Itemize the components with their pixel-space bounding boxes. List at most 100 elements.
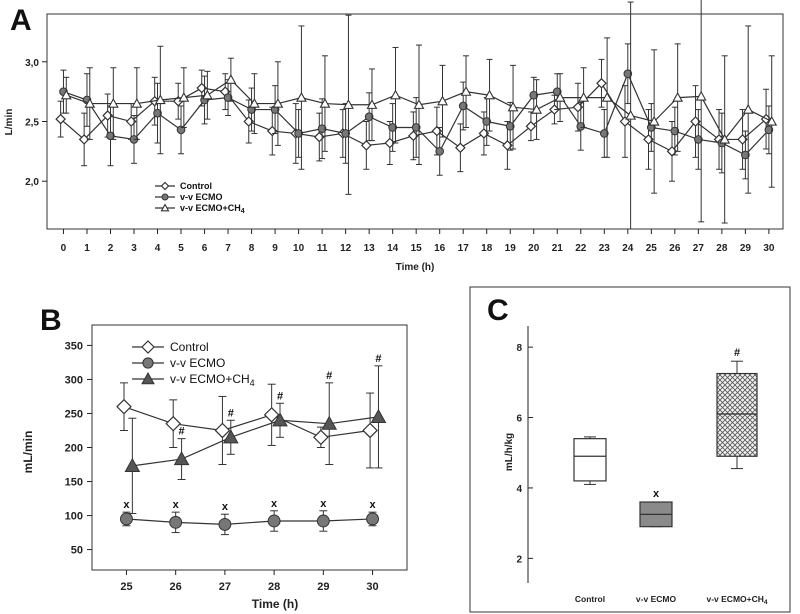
panel-a-point (84, 97, 96, 108)
panel-c-ytick-label: 2 (516, 554, 522, 565)
panel-a-xlabel: Time (h) (396, 262, 435, 273)
panel-a-xtick-label: 22 (575, 243, 587, 254)
panel-a-point (60, 89, 72, 100)
panel-a-xtick-label: 8 (249, 243, 255, 254)
panel-b-xtick-label: 25 (120, 581, 132, 593)
panel-a-point (742, 103, 754, 114)
panel-b-series-line (126, 518, 373, 526)
panel-a-series-1 (59, 43, 774, 180)
panel-a-xtick-label: 1 (84, 243, 90, 254)
panel-c-box (573, 438, 607, 482)
panel-a-point (507, 101, 519, 112)
panel-a-point (741, 150, 750, 160)
panel-b-annotation: # (326, 370, 332, 382)
panel-b-legend: Control v-v ECMO v-v ECMO+CH4 (132, 340, 255, 388)
subscript: 4 (250, 378, 255, 388)
panel-b-point (218, 517, 232, 531)
panel-a-legend-marker (160, 203, 170, 212)
panel-a-ytick-label: 3,0 (25, 58, 39, 69)
panel-b-point (214, 422, 231, 439)
panel-b-point (370, 408, 387, 423)
panel-a-ytick-label: 2,5 (25, 118, 39, 129)
panel-a-point (719, 133, 731, 144)
panel-b-ytick-label: 200 (65, 443, 83, 455)
panel-b-annotation: # (228, 407, 234, 419)
panel-a-point (578, 91, 590, 102)
panel-b-series-line (123, 406, 371, 438)
panel-a-legend-label: v-v ECMO+CH4 (180, 203, 245, 215)
panel-a-xtick-label: 27 (693, 243, 705, 254)
panel-a-point (55, 113, 66, 125)
panel-b-letter: B (40, 304, 62, 337)
panel-c-box-1: x v-v ECMO (636, 488, 677, 604)
panel-a-point (154, 94, 166, 105)
panel-a-xtick-label: 5 (178, 243, 184, 254)
panel-b-annotation: x (123, 499, 130, 511)
subscript: 4 (764, 599, 768, 606)
panel-a-point (531, 103, 543, 114)
panel-a-point (178, 91, 190, 102)
panel-c-box-0: Control (573, 436, 607, 604)
panel-b-ytick-label: 50 (71, 545, 83, 557)
panel-b-point (366, 512, 379, 526)
panel-a-xtick-label: 3 (131, 243, 137, 254)
panel-a-point (388, 123, 397, 132)
panel-b-legend-label: v-v ECMO (170, 356, 225, 370)
panel-b-series-2: # # # # # (124, 353, 387, 515)
panel-a-xtick-label: 4 (155, 243, 161, 254)
panel-b-legend-marker (142, 357, 154, 369)
panel-a-point (413, 99, 425, 109)
panel-a-xtick-label: 20 (528, 243, 540, 254)
panel-a-point (482, 117, 492, 126)
panel-a-xtick-label: 24 (622, 243, 634, 254)
panel-a-point (272, 97, 284, 108)
panel-b-point (321, 415, 338, 430)
panel-a-point (317, 124, 327, 133)
panel-b: B mL/min Time (h) 50 100 150 200 250 300 350 25… (21, 304, 408, 611)
panel-a-point (648, 115, 660, 126)
panel-a-xtick-label: 7 (225, 243, 231, 254)
panel-a-point (552, 87, 562, 96)
panel-a-point (437, 95, 448, 106)
panel-a-xtick-label: 19 (505, 243, 517, 254)
panel-a-point (294, 129, 303, 138)
panel-c-box (716, 372, 758, 457)
panel-a-point (366, 99, 378, 109)
panel-a-xtick-label: 6 (202, 243, 208, 254)
panel-b-point (173, 451, 190, 466)
panel-c-box-2: # v-v ECMO+CH4 (706, 347, 767, 606)
panel-b-point (124, 457, 141, 472)
panel-c: C mL/h/kg 2 4 6 8 Control x v-v ECMO # v-v ECMO+… (469, 286, 791, 613)
panel-a-point (458, 101, 468, 111)
panel-a-xtick-label: 14 (387, 243, 399, 254)
panel-a-xtick-label: 12 (340, 243, 352, 254)
panel-c-category-label: v-v ECMO (636, 594, 677, 604)
panel-b-frame (91, 324, 408, 571)
panel-a-point (525, 120, 537, 132)
panel-a-point (576, 121, 586, 131)
panel-b-annotation: x (222, 501, 229, 513)
panel-a-point (360, 140, 372, 151)
panel-a-xtick-label: 15 (411, 243, 423, 254)
panel-a-point (484, 89, 495, 100)
panel-c-ytick-label: 4 (516, 484, 522, 495)
panel-a-point (672, 91, 684, 102)
panel-b-xtick-label: 27 (219, 581, 231, 593)
panel-a-letter: A (10, 4, 32, 37)
panel-a-xtick-label: 21 (552, 243, 564, 254)
panel-b-ytick-label: 250 (65, 408, 83, 420)
panel-b-point (120, 512, 133, 526)
panel-a-point (341, 129, 350, 138)
panel-c-ylabel: mL/h/kg (504, 433, 515, 471)
panel-a-xtick-label: 0 (61, 243, 67, 254)
panel-a-xtick-label: 18 (481, 243, 493, 254)
panel-b-point (222, 429, 239, 444)
panel-a-point (625, 109, 637, 120)
panel-a-legend-label: v-v ECMO (180, 192, 223, 202)
panel-b-legend-label: v-v ECMO+CH4 (170, 372, 255, 388)
panel-a-point (460, 86, 472, 96)
panel-a-point (364, 112, 374, 122)
panel-a-point (201, 89, 213, 100)
